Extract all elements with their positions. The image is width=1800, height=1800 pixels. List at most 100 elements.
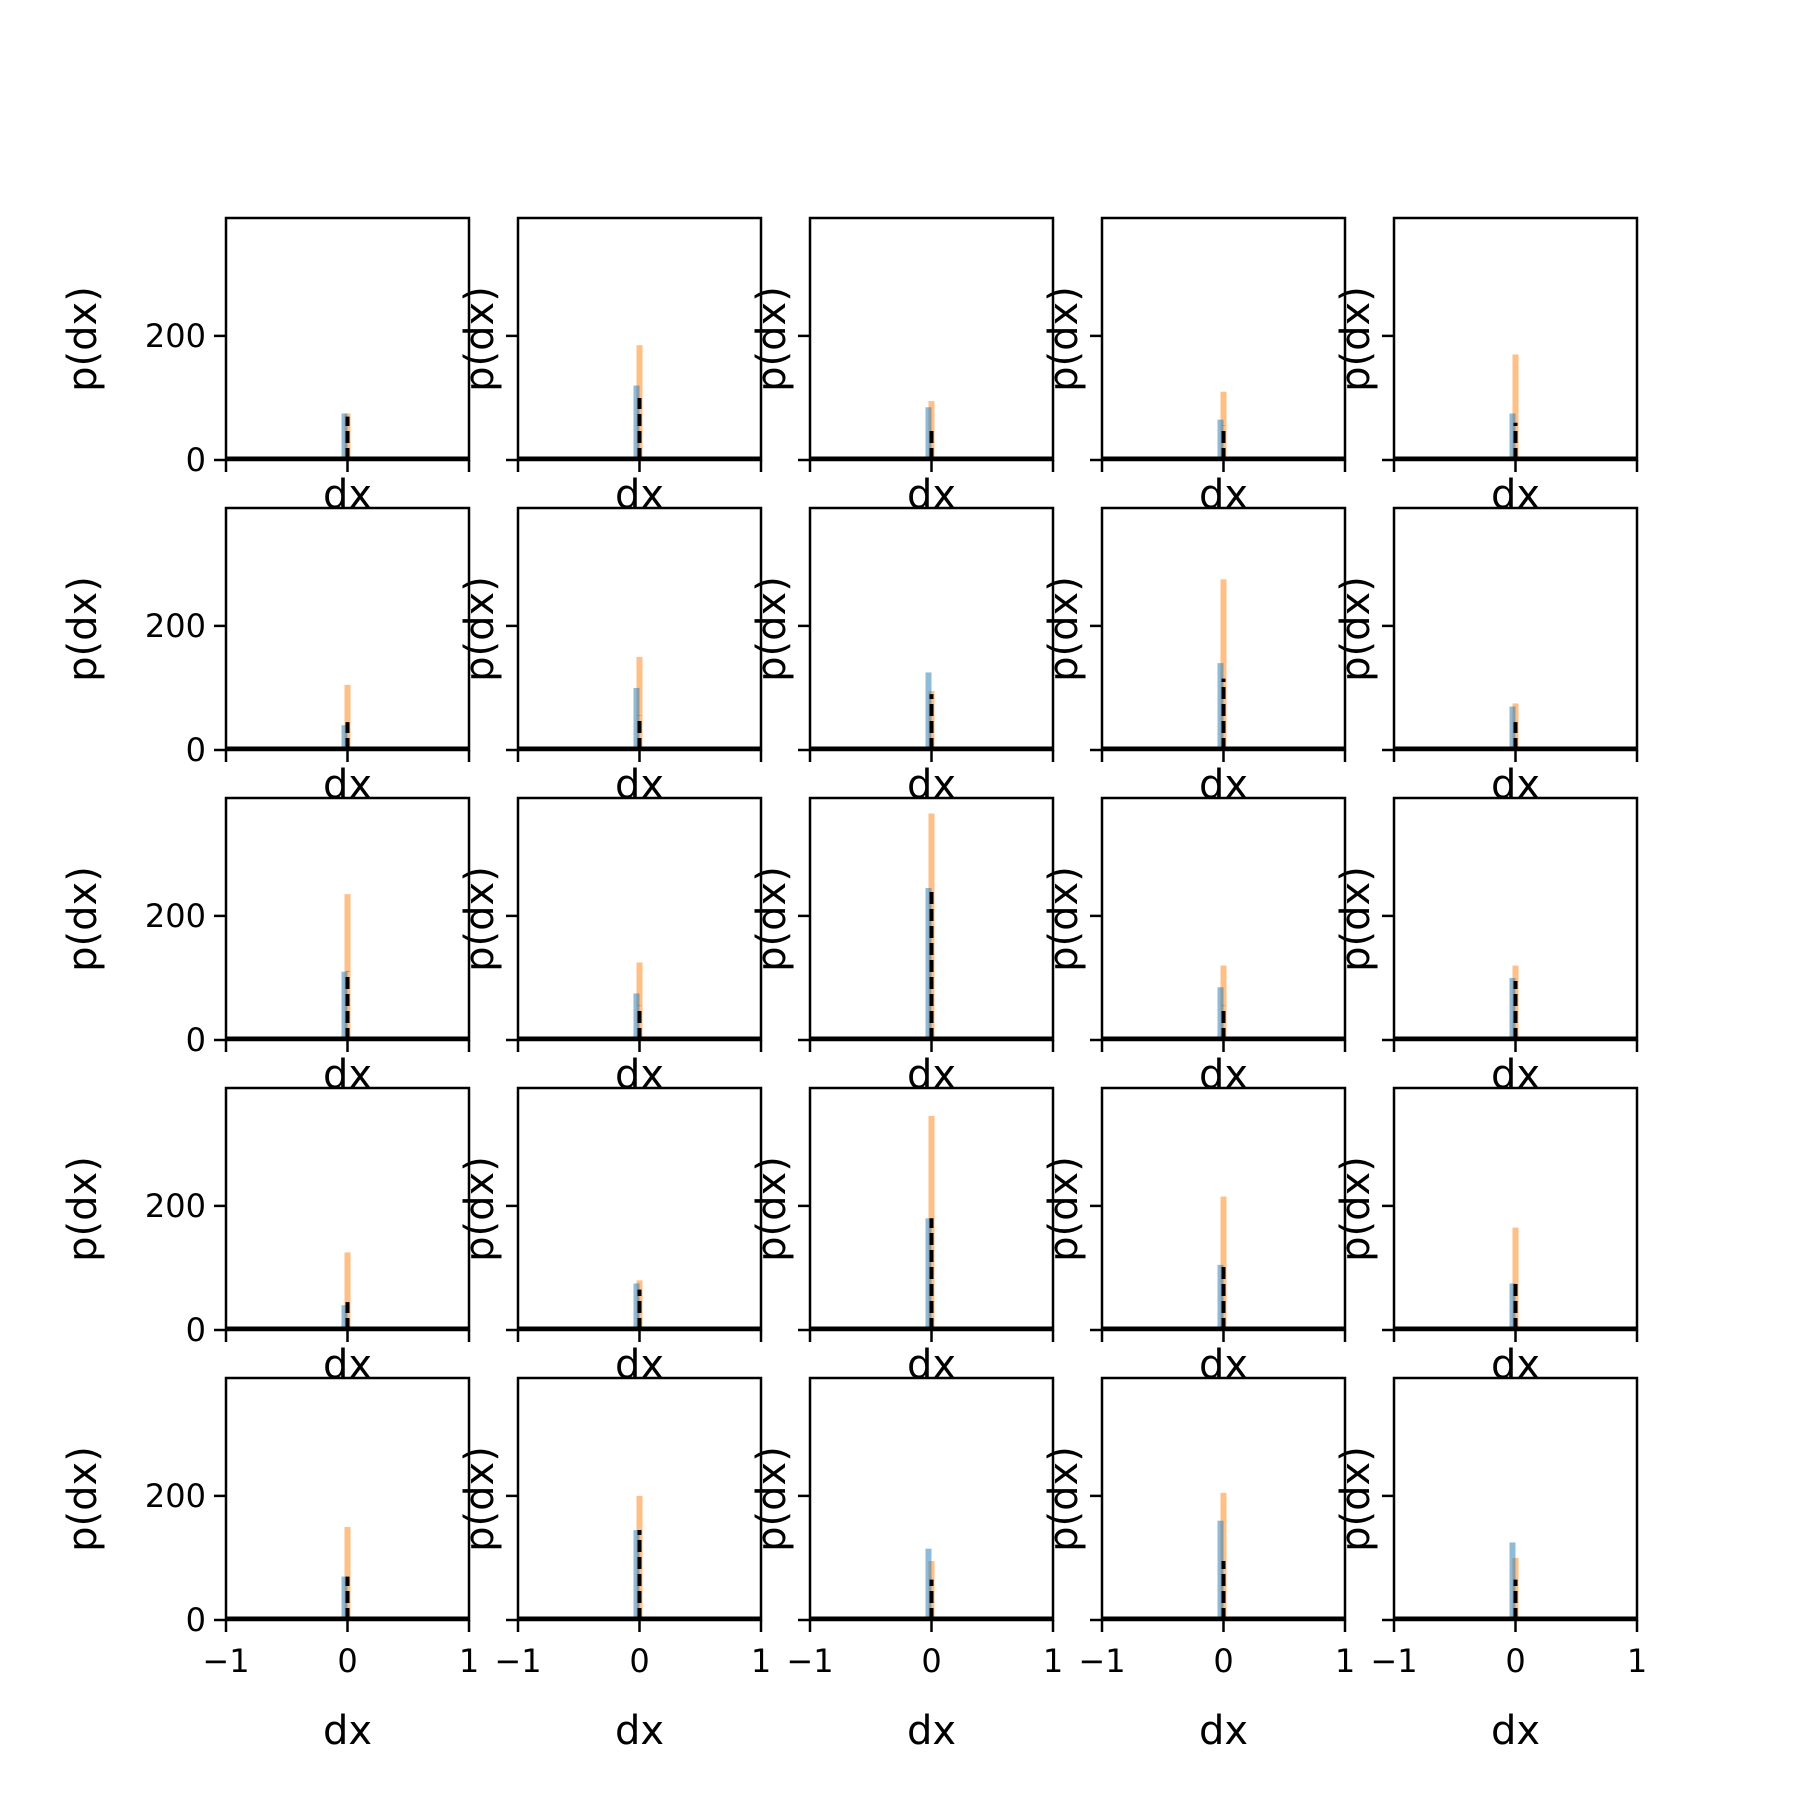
x-axis-label: dx: [1491, 1052, 1540, 1098]
hist-bar-blue: [341, 1576, 348, 1620]
hist-bar-orange: [344, 684, 351, 750]
hist-bar-blue: [1509, 1542, 1516, 1620]
x-axis-label: dx: [323, 762, 372, 808]
subplot-r1-c5: dx p(dx): [1333, 216, 1639, 518]
y-axis-label: p(dx): [60, 1156, 106, 1262]
x-axis-label: dx: [1491, 1708, 1540, 1754]
y-tick-label: 200: [145, 317, 206, 355]
subplot-r5-c3: −1 0 1 dx p(dx): [749, 1376, 1063, 1754]
y-tick-label: 0: [186, 441, 206, 479]
y-axis-label: p(dx): [749, 1156, 795, 1262]
hist-bar-blue: [341, 413, 348, 460]
hist-bar-blue: [925, 1218, 932, 1330]
subplot-r4-c3: dx p(dx): [749, 1086, 1055, 1388]
x-axis-label: dx: [615, 1708, 664, 1754]
x-axis-label: dx: [323, 1708, 372, 1754]
subplot-r3-c2: dx p(dx): [457, 796, 763, 1098]
x-axis-label: dx: [1199, 762, 1248, 808]
y-axis-label: p(dx): [1041, 1156, 1087, 1262]
hist-bar-blue: [633, 1283, 640, 1330]
x-tick-label: 1: [1043, 1642, 1063, 1680]
y-tick-label: 0: [186, 1311, 206, 1349]
y-tick-label: 0: [186, 731, 206, 769]
x-axis-label: dx: [1199, 1708, 1248, 1754]
y-axis-label: p(dx): [457, 866, 503, 972]
x-tick-label: −1: [786, 1642, 833, 1680]
y-axis-label: p(dx): [1041, 866, 1087, 972]
y-tick-label: 200: [145, 1187, 206, 1225]
subplot-r3-c1: 0 200 dx p(dx): [60, 796, 471, 1098]
y-axis-label: p(dx): [457, 286, 503, 392]
hist-bar-orange: [344, 894, 351, 1040]
subplot-r1-c2: dx p(dx): [457, 216, 763, 518]
x-axis-label: dx: [615, 762, 664, 808]
hist-bar-blue: [633, 687, 640, 750]
y-axis-label: p(dx): [1333, 866, 1379, 972]
y-axis-label: p(dx): [60, 866, 106, 972]
subplot-r4-c1: 0 200 dx p(dx): [60, 1086, 471, 1388]
y-axis-label: p(dx): [60, 286, 106, 392]
y-axis-label: p(dx): [457, 1446, 503, 1552]
x-tick-label: 1: [1335, 1642, 1355, 1680]
hist-bar-blue: [925, 407, 932, 460]
y-axis-label: p(dx): [1333, 286, 1379, 392]
subplot-r2-c1: 0 200 dx p(dx): [60, 506, 471, 808]
subplot-r4-c2: dx p(dx): [457, 1086, 763, 1388]
y-axis-label: p(dx): [749, 1446, 795, 1552]
y-axis-label: p(dx): [1333, 576, 1379, 682]
x-axis-label: dx: [907, 762, 956, 808]
hist-bar-blue: [925, 672, 932, 750]
hist-bar-blue: [633, 1530, 640, 1620]
subplot-r3-c4: dx p(dx): [1041, 796, 1347, 1098]
x-tick-label: 0: [921, 1642, 941, 1680]
y-tick-label: 200: [145, 607, 206, 645]
hist-bar-blue: [1217, 987, 1224, 1040]
hist-bar-orange: [1220, 1196, 1227, 1330]
subplot-r4-c4: dx p(dx): [1041, 1086, 1347, 1388]
subplot-r1-c1: 0 200 dx p(dx): [60, 216, 471, 518]
hist-bar-blue: [1217, 1264, 1224, 1330]
subplot-r3-c3: dx p(dx): [749, 796, 1055, 1098]
y-tick-label: 0: [186, 1601, 206, 1639]
subplot-r5-c4: −1 0 1 dx p(dx): [1041, 1376, 1355, 1754]
hist-bar-blue: [925, 887, 932, 1040]
hist-bar-blue: [1217, 419, 1224, 460]
subplot-r1-c4: dx p(dx): [1041, 216, 1347, 518]
x-axis-label: dx: [615, 472, 664, 518]
y-tick-label: 200: [145, 1477, 206, 1515]
x-axis-label: dx: [615, 1342, 664, 1388]
y-tick-label: 0: [186, 1021, 206, 1059]
subplot-r3-c5: dx p(dx): [1333, 796, 1639, 1098]
hist-bar-blue: [1509, 1283, 1516, 1330]
x-axis-label: dx: [907, 1342, 956, 1388]
x-axis-label: dx: [1491, 762, 1540, 808]
y-axis-label: p(dx): [1041, 576, 1087, 682]
subplot-r2-c5: dx p(dx): [1333, 506, 1639, 808]
subplot-r2-c3: dx p(dx): [749, 506, 1055, 808]
hist-bar-orange: [1512, 354, 1519, 460]
subplot-r5-c2: −1 0 1 dx p(dx): [457, 1376, 771, 1754]
y-axis-label: p(dx): [749, 576, 795, 682]
x-axis-label: dx: [323, 1342, 372, 1388]
x-axis-label: dx: [1199, 472, 1248, 518]
y-tick-label: 200: [145, 897, 206, 935]
subplot-r5-c5: −1 0 1 dx p(dx): [1333, 1376, 1647, 1754]
hist-bar-blue: [633, 385, 640, 460]
x-axis-label: dx: [1199, 1052, 1248, 1098]
x-tick-label: 0: [1505, 1642, 1525, 1680]
subplot-r2-c4: dx p(dx): [1041, 506, 1347, 808]
x-axis-label: dx: [907, 472, 956, 518]
hist-bar-orange: [344, 1526, 351, 1620]
subplot-r1-c3: dx p(dx): [749, 216, 1055, 518]
y-axis-label: p(dx): [1041, 1446, 1087, 1552]
y-axis-label: p(dx): [457, 576, 503, 682]
hist-bar-orange: [344, 1252, 351, 1330]
x-tick-label: 1: [459, 1642, 479, 1680]
hist-bar-blue: [1509, 977, 1516, 1040]
hist-bar-blue: [1217, 1520, 1224, 1620]
x-tick-label: −1: [1078, 1642, 1125, 1680]
y-axis-label: p(dx): [60, 1446, 106, 1552]
subplot-r4-c5: dx p(dx): [1333, 1086, 1639, 1388]
hist-bar-blue: [1217, 663, 1224, 750]
hist-bar-blue: [341, 971, 348, 1040]
